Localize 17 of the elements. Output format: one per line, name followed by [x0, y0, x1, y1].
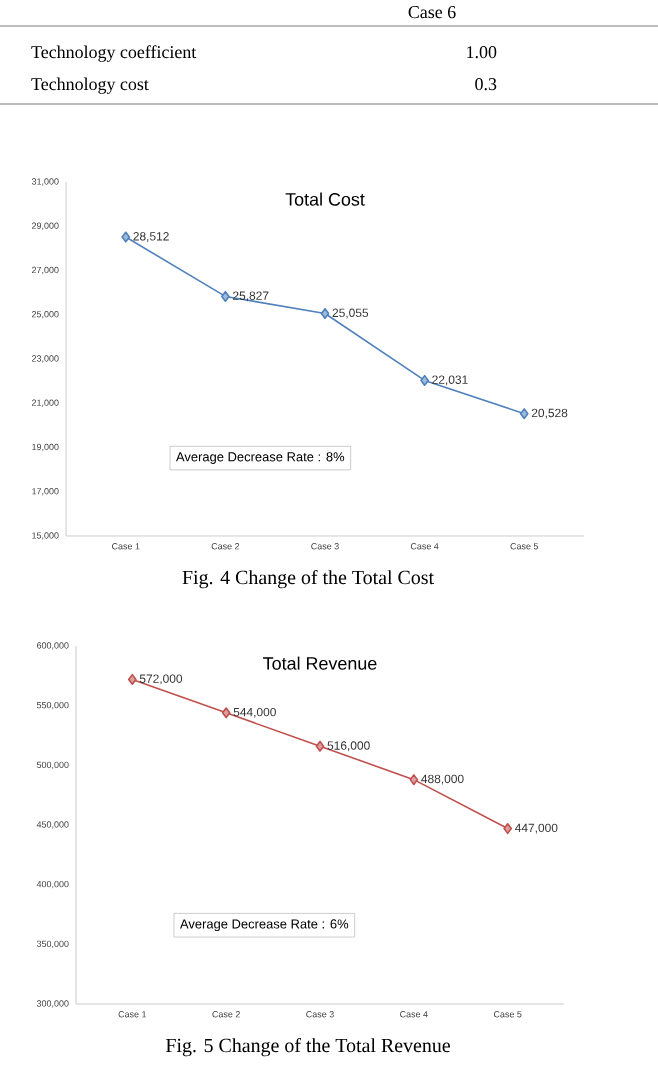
- text: Case 6: [408, 6, 456, 19]
- point: [127, 673, 137, 685]
- text: 1.00: [467, 46, 497, 59]
- point: [519, 408, 529, 420]
- text: 0.3: [475, 78, 497, 91]
- point: [409, 774, 419, 786]
- point: [121, 231, 131, 243]
- point: [320, 307, 330, 320]
- text: Technology cost: [31, 77, 149, 94]
- caption: Fig. 5 Change of the Total Revenue: [165, 1037, 450, 1057]
- point: [503, 822, 513, 835]
- chart-title: Total Revenue: [263, 656, 377, 670]
- text: Technology coefficient: [31, 45, 197, 62]
- caption: Fig. 4 Change of the Total Cost: [182, 569, 434, 589]
- point: [221, 707, 231, 719]
- chart-title: Total Cost: [285, 192, 365, 206]
- point: [315, 740, 325, 752]
